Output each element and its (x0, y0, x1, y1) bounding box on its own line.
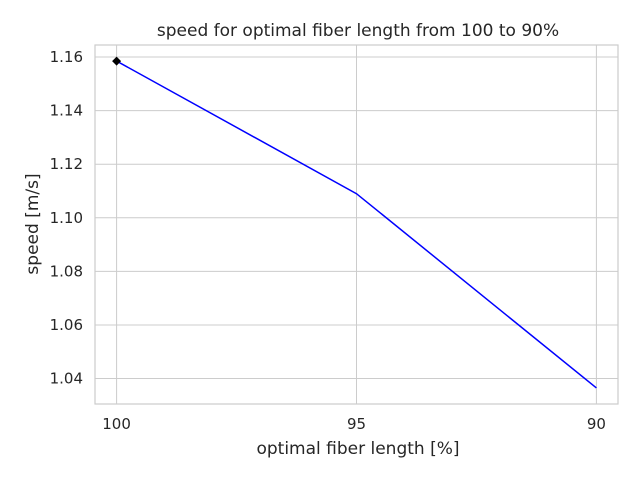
x-tick-label: 90 (587, 415, 606, 433)
y-tick-label: 1.14 (50, 102, 83, 120)
x-tick-labels: 100 95 90 (102, 415, 606, 433)
grid-lines (95, 45, 618, 404)
y-tick-labels: 1.04 1.06 1.08 1.10 1.12 1.14 1.16 (50, 48, 83, 387)
x-axis-label: optimal fiber length [%] (256, 439, 459, 459)
y-tick-label: 1.08 (50, 262, 83, 280)
y-tick-label: 1.12 (50, 155, 83, 173)
x-tick-label: 95 (347, 415, 366, 433)
y-tick-label: 1.16 (50, 48, 83, 66)
plot-frame (94, 44, 619, 405)
point-markers (112, 56, 122, 66)
series-line (116, 60, 597, 389)
y-tick-label: 1.10 (50, 209, 83, 227)
diamond-marker (112, 56, 122, 66)
series-lines (116, 60, 597, 389)
x-tick-label: 100 (102, 415, 131, 433)
y-axis-label: speed [m/s] (23, 173, 43, 274)
chart-title: speed for optimal fiber length from 100 … (157, 21, 559, 41)
y-tick-label: 1.06 (50, 316, 83, 334)
y-tick-label: 1.04 (50, 370, 83, 388)
